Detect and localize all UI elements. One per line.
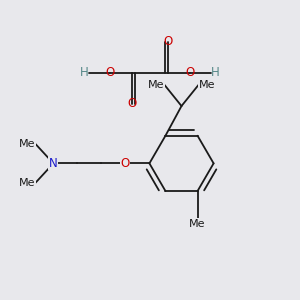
Text: O: O (163, 35, 172, 48)
Text: Me: Me (199, 80, 215, 90)
Text: Me: Me (19, 139, 36, 149)
Text: H: H (80, 66, 89, 79)
Text: O: O (120, 157, 129, 170)
Text: O: O (185, 66, 195, 79)
Text: Me: Me (189, 219, 206, 229)
Text: Me: Me (148, 80, 164, 90)
Text: O: O (105, 66, 115, 79)
Text: Me: Me (19, 178, 36, 188)
Text: N: N (49, 157, 58, 170)
Text: O: O (128, 98, 137, 110)
Text: H: H (211, 66, 220, 79)
